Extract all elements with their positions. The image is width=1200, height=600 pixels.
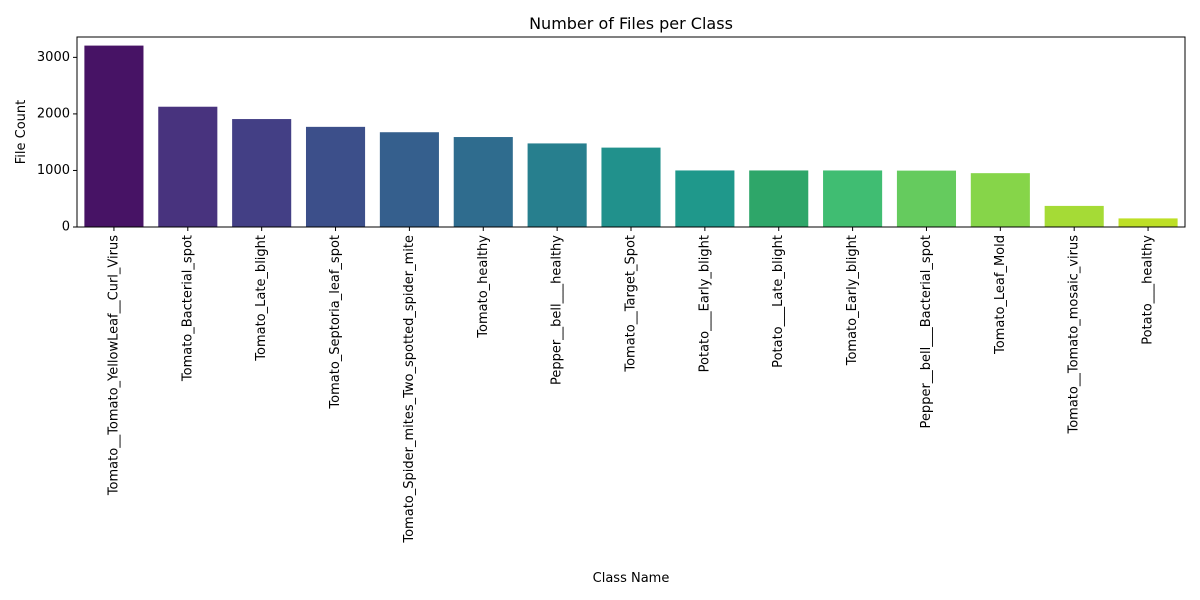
bar-3 xyxy=(305,126,366,227)
bar-9 xyxy=(749,170,809,227)
bar-12 xyxy=(970,173,1030,227)
y-axis: 0 1000 2000 3000 xyxy=(37,50,77,235)
bar-7 xyxy=(601,147,661,227)
x-axis-label: Class Name xyxy=(593,571,670,586)
bar-13 xyxy=(1044,205,1104,227)
chart-title: Number of Files per Class xyxy=(529,14,733,33)
x-tick-label: Pepper__bell___healthy xyxy=(550,235,565,385)
y-tick-label: 2000 xyxy=(37,106,70,121)
x-tick-label: Tomato_Septoria_leaf_spot xyxy=(328,235,343,410)
bar-8 xyxy=(675,170,735,227)
x-tick-label: Tomato_Leaf_Mold xyxy=(993,235,1008,355)
plot-frame xyxy=(76,36,1186,228)
y-tick-label: 0 xyxy=(62,220,70,235)
x-axis: Tomato__Tomato_YellowLeaf__Curl_Virus Tom… xyxy=(106,227,1156,544)
x-tick-label: Pepper__bell___Bacterial_spot xyxy=(919,235,934,428)
y-axis-label: File Count xyxy=(14,100,29,165)
x-tick-label: Potato___healthy xyxy=(1141,235,1156,345)
x-tick-label: Potato___Late_blight xyxy=(771,235,786,368)
x-tick-label: Tomato_Late_blight xyxy=(254,235,269,362)
x-tick-label: Potato___Early_blight xyxy=(697,235,712,372)
bar-2 xyxy=(232,119,292,227)
bar-4 xyxy=(379,132,439,227)
bar-10 xyxy=(823,170,883,227)
bar-11 xyxy=(896,170,957,227)
bar-0 xyxy=(84,45,144,227)
x-tick-label: Tomato__Tomato_mosaic_virus xyxy=(1067,235,1082,435)
y-tick-label: 3000 xyxy=(37,50,70,65)
bar-6 xyxy=(527,143,587,227)
bar-14 xyxy=(1118,218,1178,227)
x-tick-label: Tomato__Target_Spot xyxy=(624,235,639,373)
bars-group xyxy=(84,45,1178,227)
y-tick-label: 1000 xyxy=(37,163,70,178)
x-tick-label: Tomato__Tomato_YellowLeaf__Curl_Virus xyxy=(106,235,121,496)
x-tick-label: Tomato_Bacterial_spot xyxy=(180,235,195,382)
bar-5 xyxy=(453,137,513,227)
x-tick-label: Tomato_Early_blight xyxy=(845,235,860,366)
x-tick-label: Tomato_healthy xyxy=(476,235,491,339)
x-tick-label: Tomato_Spider_mites_Two_spotted_spider_m… xyxy=(402,235,417,544)
bar-1 xyxy=(158,106,218,227)
